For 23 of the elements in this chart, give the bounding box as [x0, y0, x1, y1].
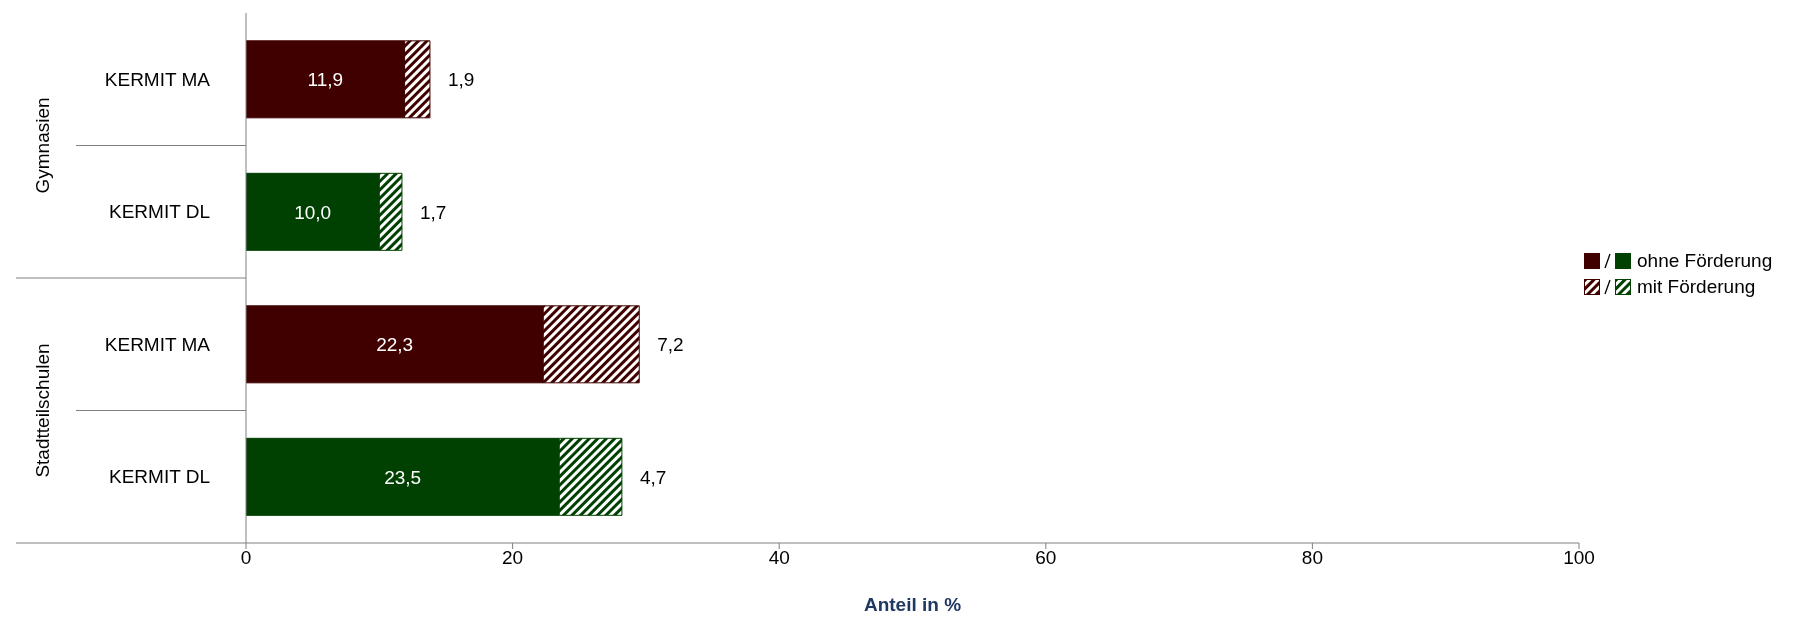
text: Stadtteilschulen: [31, 343, 53, 478]
data-label: 4,7: [639, 466, 667, 488]
x-tick-label: 40: [768, 547, 790, 569]
legend-label: mit Förderung: [1637, 275, 1756, 299]
legend-label: ohne Förderung: [1637, 249, 1773, 273]
data-label: 11,9: [307, 69, 344, 91]
data-label: 1,9: [447, 69, 475, 91]
x-tick-label: 60: [1035, 547, 1057, 569]
y-tick-label: KERMIT DL: [108, 466, 210, 488]
data-label: 22,3: [376, 334, 414, 356]
data-label: 1,7: [419, 201, 447, 223]
data-label: 7,2: [657, 334, 684, 356]
x-tick-label: 100: [1563, 547, 1595, 569]
data-label: 10,0: [294, 201, 332, 223]
x-axis-title: Anteil in %: [863, 594, 962, 615]
y-tick-label: KERMIT DL: [108, 201, 210, 223]
y-tick-label: KERMIT MA: [104, 69, 211, 90]
x-tick-label: 0: [240, 547, 252, 569]
y-tick-label: KERMIT MA: [104, 333, 211, 355]
x-tick-label: 20: [502, 547, 524, 569]
data-label: 23,5: [384, 466, 422, 488]
x-tick-label: 80: [1301, 547, 1323, 569]
text: Gymnasien: [31, 97, 53, 194]
